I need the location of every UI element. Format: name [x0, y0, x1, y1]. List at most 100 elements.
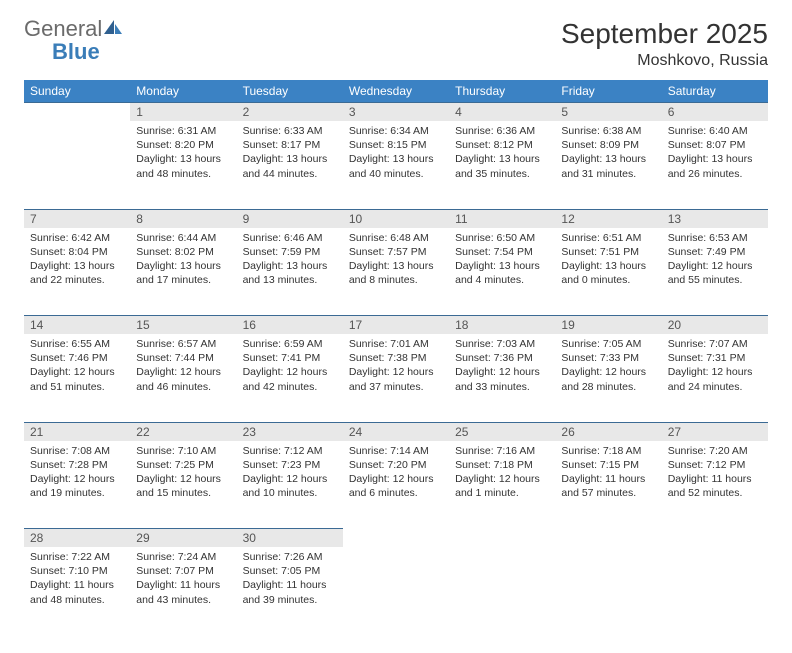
day-cell: Sunrise: 6:40 AMSunset: 8:07 PMDaylight:…	[662, 121, 768, 209]
day-number-cell: 8	[130, 209, 236, 228]
day-number-cell: 16	[237, 316, 343, 335]
day-header-mon: Monday	[130, 80, 236, 103]
day-cell: Sunrise: 6:34 AMSunset: 8:15 PMDaylight:…	[343, 121, 449, 209]
day-header-wed: Wednesday	[343, 80, 449, 103]
sunrise-text: Sunrise: 6:46 AM	[243, 231, 337, 245]
day-number-cell: 28	[24, 529, 130, 548]
day-number-cell: 29	[130, 529, 236, 548]
daylight-text: Daylight: 13 hours and 13 minutes.	[243, 259, 337, 287]
day-number-cell	[343, 529, 449, 548]
day-number-cell: 14	[24, 316, 130, 335]
day-number-cell: 1	[130, 103, 236, 122]
day-number-cell: 30	[237, 529, 343, 548]
day-header-thu: Thursday	[449, 80, 555, 103]
daylight-text: Daylight: 13 hours and 35 minutes.	[455, 152, 549, 180]
day-cell: Sunrise: 7:20 AMSunset: 7:12 PMDaylight:…	[662, 441, 768, 529]
logo-general-text: General	[24, 16, 102, 41]
sunrise-text: Sunrise: 6:34 AM	[349, 124, 443, 138]
day-number-cell: 21	[24, 422, 130, 441]
calendar-table: Sunday Monday Tuesday Wednesday Thursday…	[24, 80, 768, 635]
day-cell: Sunrise: 6:48 AMSunset: 7:57 PMDaylight:…	[343, 228, 449, 316]
day-number-cell: 12	[555, 209, 661, 228]
day-number-cell: 6	[662, 103, 768, 122]
day-header-row: Sunday Monday Tuesday Wednesday Thursday…	[24, 80, 768, 103]
day-cell: Sunrise: 7:10 AMSunset: 7:25 PMDaylight:…	[130, 441, 236, 529]
sunrise-text: Sunrise: 7:26 AM	[243, 550, 337, 564]
day-cell: Sunrise: 7:26 AMSunset: 7:05 PMDaylight:…	[237, 547, 343, 635]
sunset-text: Sunset: 8:09 PM	[561, 138, 655, 152]
sunset-text: Sunset: 7:15 PM	[561, 458, 655, 472]
sunset-text: Sunset: 7:49 PM	[668, 245, 762, 259]
day-cell: Sunrise: 6:53 AMSunset: 7:49 PMDaylight:…	[662, 228, 768, 316]
sunset-text: Sunset: 7:46 PM	[30, 351, 124, 365]
day-cell: Sunrise: 6:51 AMSunset: 7:51 PMDaylight:…	[555, 228, 661, 316]
daylight-text: Daylight: 12 hours and 1 minute.	[455, 472, 549, 500]
daylight-text: Daylight: 12 hours and 19 minutes.	[30, 472, 124, 500]
week-row: Sunrise: 6:31 AMSunset: 8:20 PMDaylight:…	[24, 121, 768, 209]
calendar-page: General Blue September 2025 Moshkovo, Ru…	[0, 0, 792, 653]
sunset-text: Sunset: 8:15 PM	[349, 138, 443, 152]
week-row: Sunrise: 7:22 AMSunset: 7:10 PMDaylight:…	[24, 547, 768, 635]
day-number-cell: 3	[343, 103, 449, 122]
daylight-text: Daylight: 12 hours and 33 minutes.	[455, 365, 549, 393]
day-cell: Sunrise: 6:42 AMSunset: 8:04 PMDaylight:…	[24, 228, 130, 316]
sunrise-text: Sunrise: 7:18 AM	[561, 444, 655, 458]
sunrise-text: Sunrise: 7:08 AM	[30, 444, 124, 458]
daylight-text: Daylight: 12 hours and 51 minutes.	[30, 365, 124, 393]
day-cell: Sunrise: 7:24 AMSunset: 7:07 PMDaylight:…	[130, 547, 236, 635]
sunrise-text: Sunrise: 7:05 AM	[561, 337, 655, 351]
day-cell: Sunrise: 7:07 AMSunset: 7:31 PMDaylight:…	[662, 334, 768, 422]
daylight-text: Daylight: 12 hours and 24 minutes.	[668, 365, 762, 393]
day-cell: Sunrise: 7:01 AMSunset: 7:38 PMDaylight:…	[343, 334, 449, 422]
day-cell: Sunrise: 6:50 AMSunset: 7:54 PMDaylight:…	[449, 228, 555, 316]
sunrise-text: Sunrise: 7:20 AM	[668, 444, 762, 458]
sunrise-text: Sunrise: 6:33 AM	[243, 124, 337, 138]
day-cell: Sunrise: 7:05 AMSunset: 7:33 PMDaylight:…	[555, 334, 661, 422]
day-cell: Sunrise: 6:44 AMSunset: 8:02 PMDaylight:…	[130, 228, 236, 316]
daylight-text: Daylight: 13 hours and 48 minutes.	[136, 152, 230, 180]
day-number-cell: 10	[343, 209, 449, 228]
day-number-cell: 11	[449, 209, 555, 228]
sunrise-text: Sunrise: 7:03 AM	[455, 337, 549, 351]
sunset-text: Sunset: 7:07 PM	[136, 564, 230, 578]
sunset-text: Sunset: 8:12 PM	[455, 138, 549, 152]
day-number-cell: 13	[662, 209, 768, 228]
daylight-text: Daylight: 11 hours and 43 minutes.	[136, 578, 230, 606]
logo-text-block: General Blue	[24, 18, 124, 64]
sunrise-text: Sunrise: 6:55 AM	[30, 337, 124, 351]
day-cell: Sunrise: 6:33 AMSunset: 8:17 PMDaylight:…	[237, 121, 343, 209]
daylight-text: Daylight: 11 hours and 48 minutes.	[30, 578, 124, 606]
sunset-text: Sunset: 7:51 PM	[561, 245, 655, 259]
sunrise-text: Sunrise: 6:51 AM	[561, 231, 655, 245]
sunset-text: Sunset: 8:04 PM	[30, 245, 124, 259]
day-number-cell	[555, 529, 661, 548]
week-row: Sunrise: 7:08 AMSunset: 7:28 PMDaylight:…	[24, 441, 768, 529]
sunset-text: Sunset: 7:38 PM	[349, 351, 443, 365]
sunrise-text: Sunrise: 6:57 AM	[136, 337, 230, 351]
daynum-row: 21222324252627	[24, 422, 768, 441]
sunset-text: Sunset: 7:05 PM	[243, 564, 337, 578]
day-cell	[24, 121, 130, 209]
daylight-text: Daylight: 13 hours and 26 minutes.	[668, 152, 762, 180]
sunset-text: Sunset: 7:41 PM	[243, 351, 337, 365]
sunrise-text: Sunrise: 6:44 AM	[136, 231, 230, 245]
logo-blue-text: Blue	[52, 39, 100, 64]
day-number-cell: 23	[237, 422, 343, 441]
sunset-text: Sunset: 7:12 PM	[668, 458, 762, 472]
day-number-cell: 7	[24, 209, 130, 228]
sunset-text: Sunset: 7:20 PM	[349, 458, 443, 472]
daylight-text: Daylight: 13 hours and 31 minutes.	[561, 152, 655, 180]
day-header-tue: Tuesday	[237, 80, 343, 103]
day-number-cell	[24, 103, 130, 122]
day-number-cell: 17	[343, 316, 449, 335]
logo: General Blue	[24, 18, 124, 64]
day-cell	[449, 547, 555, 635]
daylight-text: Daylight: 13 hours and 22 minutes.	[30, 259, 124, 287]
day-cell	[555, 547, 661, 635]
calendar-body: 123456Sunrise: 6:31 AMSunset: 8:20 PMDay…	[24, 103, 768, 636]
day-number-cell: 5	[555, 103, 661, 122]
daylight-text: Daylight: 13 hours and 17 minutes.	[136, 259, 230, 287]
daynum-row: 14151617181920	[24, 316, 768, 335]
day-number-cell: 20	[662, 316, 768, 335]
sunset-text: Sunset: 7:23 PM	[243, 458, 337, 472]
